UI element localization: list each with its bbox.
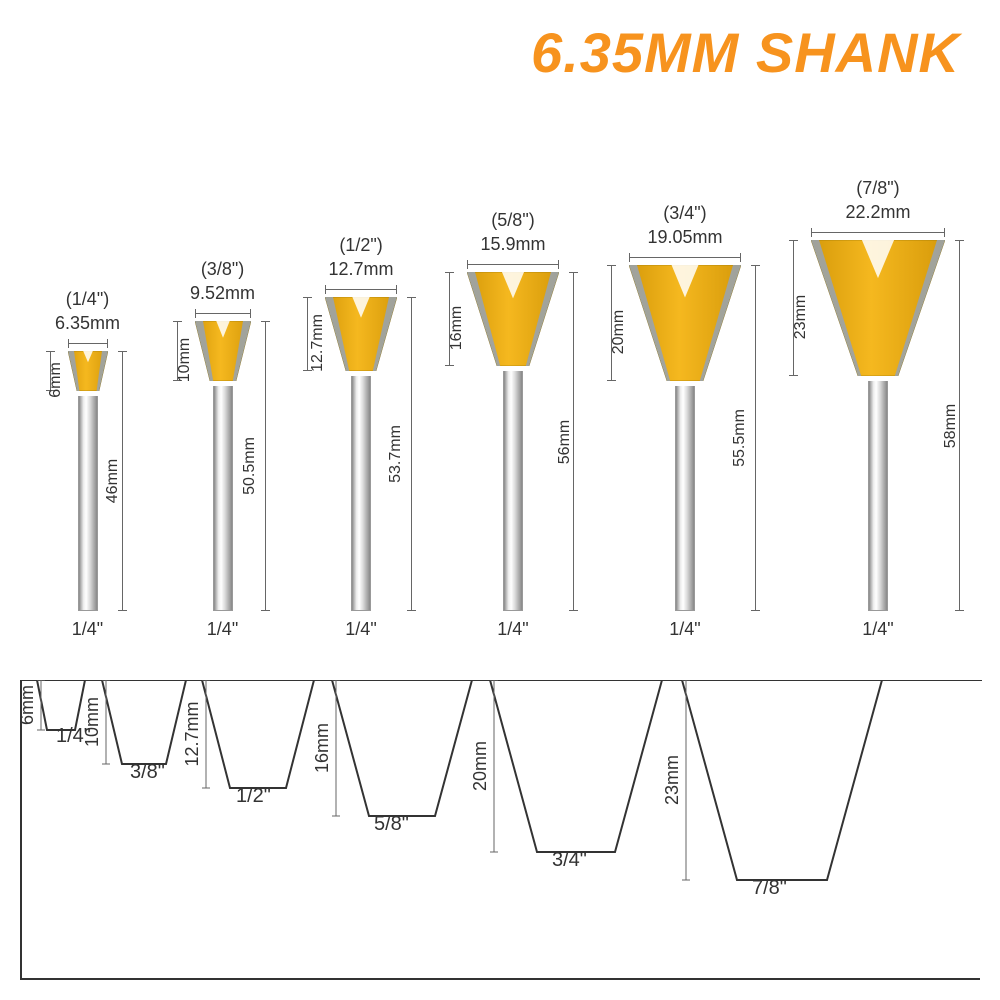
shank-size-label: 1/4" — [207, 619, 238, 640]
bit-width-label: (1/4") 6.35mm — [55, 288, 120, 335]
shank — [213, 386, 233, 611]
dovetail-head — [811, 240, 945, 381]
metric-size: 19.05mm — [647, 226, 722, 249]
shank-size-label: 1/4" — [72, 619, 103, 640]
shank-size-label: 1/4" — [497, 619, 528, 640]
svg-text:5/8": 5/8" — [374, 813, 409, 835]
cut-height-dimension: 23mm — [787, 240, 801, 376]
bit-graphic: 16mm 56mm — [467, 272, 559, 611]
imperial-size: (7/8") — [845, 177, 910, 200]
router-bit: (7/8") 22.2mm 23mm 58mm — [811, 177, 945, 640]
length-dimension: 58mm — [953, 240, 965, 611]
metric-size: 22.2mm — [845, 201, 910, 224]
length-dimension: 50.5mm — [259, 321, 271, 611]
bit-graphic: 20mm 55.5mm — [629, 265, 741, 611]
svg-text:16mm: 16mm — [312, 723, 332, 773]
metric-size: 15.9mm — [480, 233, 545, 256]
bit-graphic: 6mm 46mm — [68, 351, 108, 611]
width-dimension — [811, 228, 945, 238]
router-bit: (3/8") 9.52mm 10mm 50.5m — [190, 258, 255, 640]
shank-size-label: 1/4" — [862, 619, 893, 640]
length-dimension: 55.5mm — [749, 265, 761, 611]
profiles-diagram: 6mm1/4"10mm3/8"12.7mm1/2"16mm5/8"20mm3/4… — [20, 680, 980, 980]
router-bit: (1/2") 12.7mm 12.7mm 53. — [325, 234, 397, 640]
bit-width-label: (3/4") 19.05mm — [647, 202, 722, 249]
svg-text:12.7mm: 12.7mm — [182, 701, 202, 766]
imperial-size: (3/8") — [190, 258, 255, 281]
router-bit: (3/4") 19.05mm 20mm 55.5 — [629, 202, 741, 640]
cut-height-dimension: 10mm — [171, 321, 185, 381]
width-dimension — [467, 260, 559, 270]
dovetail-head — [467, 272, 559, 371]
bit-graphic: 23mm 58mm — [811, 240, 945, 611]
router-bit: (1/4") 6.35mm 6mm 46mm — [55, 288, 120, 640]
svg-text:6mm: 6mm — [22, 685, 37, 725]
dovetail-head — [195, 321, 251, 386]
svg-text:1/2": 1/2" — [236, 785, 271, 807]
shank — [503, 371, 523, 611]
length-dimension: 56mm — [567, 272, 579, 611]
svg-text:10mm: 10mm — [82, 697, 102, 747]
cut-height-dimension: 16mm — [443, 272, 457, 366]
shank — [351, 376, 371, 611]
width-dimension — [629, 253, 741, 263]
bit-width-label: (1/2") 12.7mm — [329, 234, 394, 281]
bit-graphic: 12.7mm 53.7mm — [325, 297, 397, 611]
svg-text:23mm: 23mm — [662, 755, 682, 805]
metric-size: 12.7mm — [329, 258, 394, 281]
dovetail-head — [68, 351, 108, 396]
width-dimension — [195, 309, 251, 319]
length-dimension: 46mm — [116, 351, 128, 611]
imperial-size: (3/4") — [647, 202, 722, 225]
bit-width-label: (7/8") 22.2mm — [845, 177, 910, 224]
svg-text:3/4": 3/4" — [552, 849, 587, 871]
svg-text:20mm: 20mm — [470, 741, 490, 791]
shank-size-label: 1/4" — [345, 619, 376, 640]
imperial-size: (1/4") — [55, 288, 120, 311]
bit-width-label: (5/8") 15.9mm — [480, 209, 545, 256]
svg-text:7/8": 7/8" — [752, 877, 787, 899]
dovetail-head — [629, 265, 741, 386]
metric-size: 9.52mm — [190, 282, 255, 305]
shank-size-label: 1/4" — [669, 619, 700, 640]
cut-height-dimension: 20mm — [605, 265, 619, 381]
bit-width-label: (3/8") 9.52mm — [190, 258, 255, 305]
bits-row: (1/4") 6.35mm 6mm 46mm — [20, 120, 980, 640]
page-title: 6.35MM SHANK — [531, 20, 960, 85]
width-dimension — [68, 339, 108, 349]
dovetail-head — [325, 297, 397, 376]
imperial-size: (1/2") — [329, 234, 394, 257]
shank — [868, 381, 888, 611]
length-dimension: 53.7mm — [405, 297, 417, 611]
imperial-size: (5/8") — [480, 209, 545, 232]
router-bit: (5/8") 15.9mm 16mm 56mm — [467, 209, 559, 640]
cut-height-dimension: 6mm — [44, 351, 58, 391]
width-dimension — [325, 285, 397, 295]
shank — [675, 386, 695, 611]
bit-graphic: 10mm 50.5mm — [195, 321, 251, 611]
shank — [78, 396, 98, 611]
metric-size: 6.35mm — [55, 312, 120, 335]
svg-text:3/8": 3/8" — [130, 761, 165, 783]
cut-height-dimension: 12.7mm — [301, 297, 315, 371]
